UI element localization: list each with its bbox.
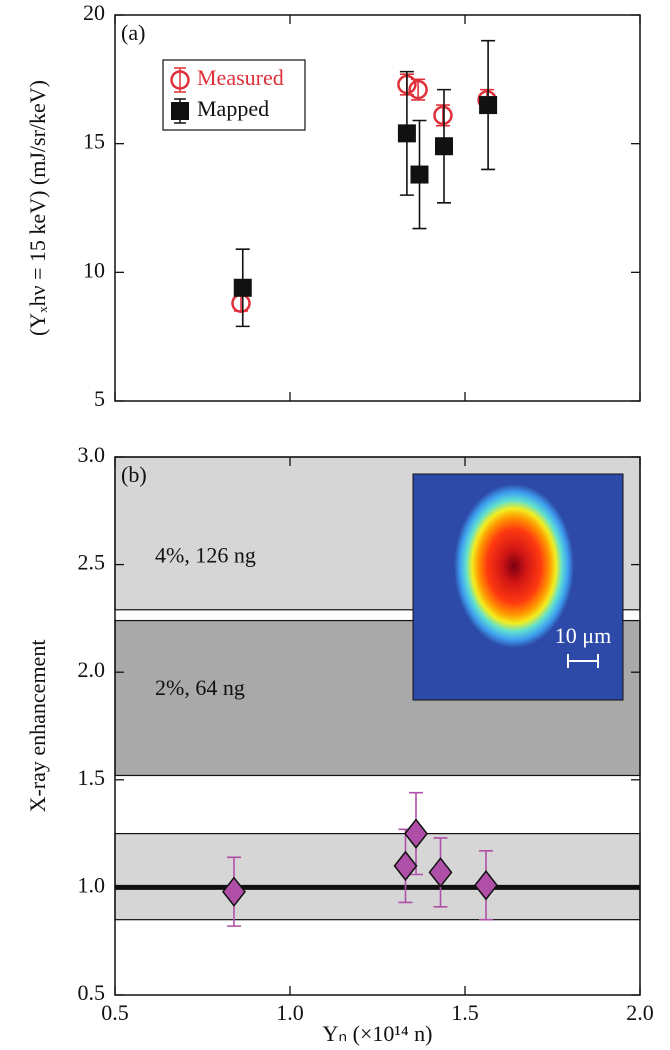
x-axis-title: Yₙ (×10¹⁴ n): [323, 1021, 433, 1046]
chart: 5 10 15 20 (a) (Yₓhν = 15 keV) (mJ/sr/keV) Mea…: [0, 0, 670, 1050]
x-tick-label: 1.0: [276, 1000, 304, 1025]
x-tick-label: 2.0: [626, 1000, 654, 1025]
y-tick-label: 5: [94, 386, 105, 411]
x-tick-label: 1.5: [451, 1000, 479, 1025]
band-label: 2%, 64 ng: [155, 675, 245, 700]
y-axis-title: (Yₓhν = 15 keV) (mJ/sr/keV): [25, 80, 50, 336]
y-tick-label: 2.0: [78, 657, 106, 682]
inset-image: 10 μm: [413, 474, 623, 700]
panel-label: (a): [121, 20, 145, 45]
marker: [479, 96, 497, 114]
x-tick-label: 0.5: [101, 1000, 129, 1025]
y-tick-label: 3.0: [78, 442, 106, 467]
band: [115, 834, 640, 920]
legend-label: Measured: [197, 65, 284, 90]
marker: [435, 137, 453, 155]
y-tick-label: 2.5: [78, 550, 106, 575]
y-axis-title: X-ray enhancement: [25, 640, 50, 813]
marker: [398, 124, 416, 142]
y-tick-label: 20: [83, 0, 105, 25]
y-tick-label: 1.5: [78, 765, 106, 790]
band-label: 4%, 126 ng: [155, 542, 256, 567]
panel-label: (b): [121, 462, 147, 487]
legend-marker: [171, 102, 189, 120]
scale-label: 10 μm: [555, 623, 611, 648]
y-tick-label: 1.0: [78, 872, 106, 897]
marker: [234, 279, 252, 297]
legend-label: Mapped: [197, 96, 269, 121]
y-tick-label: 15: [83, 129, 105, 154]
y-tick-label: 10: [83, 257, 105, 282]
marker: [411, 166, 429, 184]
